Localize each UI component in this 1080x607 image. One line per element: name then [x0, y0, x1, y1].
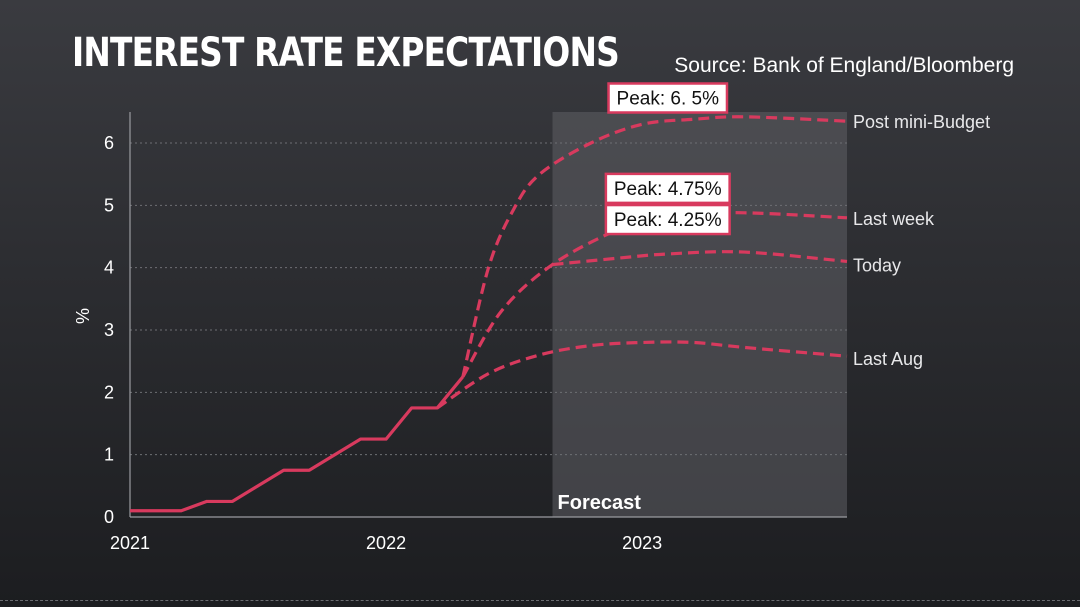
series-label: Last week: [853, 209, 935, 229]
series-line-last-aug: [436, 340, 848, 410]
y-tick-label: 5: [104, 195, 114, 215]
peak-callout: Peak: 4.75%: [604, 172, 731, 205]
y-tick-label: 0: [104, 507, 114, 527]
series-label: Post mini-Budget: [853, 112, 990, 132]
peak-callout: Peak: 4.25%: [604, 203, 731, 236]
series-line-today: [552, 250, 848, 267]
y-tick-label: 6: [104, 133, 114, 153]
y-axis-label: %: [73, 308, 93, 324]
y-tick-label: 3: [104, 320, 114, 340]
x-tick-label: 2022: [366, 533, 406, 553]
peak-callout: Peak: 6. 5%: [607, 82, 729, 114]
x-tick-label: 2021: [110, 533, 150, 553]
x-tick-label: 2023: [622, 533, 662, 553]
peak-callout-text: Peak: 4.25%: [614, 210, 722, 231]
series-label: Last Aug: [853, 349, 923, 369]
series-line-last-week: [461, 210, 848, 378]
series-line-bank-rate-actual-: [130, 375, 465, 513]
series-line-post-mini-budget: [461, 115, 848, 378]
y-tick-label: 1: [104, 445, 114, 465]
peak-callout-box: [607, 82, 729, 114]
peak-callout-box: [604, 203, 731, 236]
series-label: Today: [853, 256, 901, 276]
peak-callout-text: Peak: 4.75%: [614, 179, 722, 200]
bottom-divider: [0, 600, 1080, 601]
forecast-label: Forecast: [558, 492, 642, 514]
source-note: Source: Bank of England/Bloomberg: [674, 54, 1014, 77]
y-tick-label: 4: [104, 258, 114, 278]
peak-callout-text: Peak: 6. 5%: [617, 88, 720, 109]
y-tick-label: 2: [104, 382, 114, 402]
peak-callout-box: [604, 172, 731, 205]
chart-title: INTEREST RATE EXPECTATIONS: [72, 30, 620, 76]
